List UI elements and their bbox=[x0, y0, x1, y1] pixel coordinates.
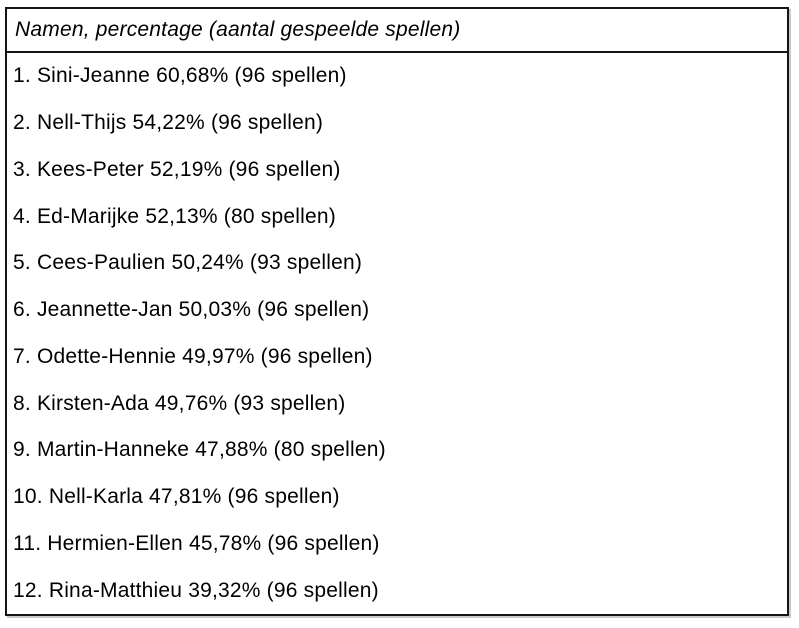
list-item: 9. Martin-Hanneke 47,88% (80 spellen) bbox=[7, 427, 787, 474]
list-item: 4. Ed-Marijke 52,13% (80 spellen) bbox=[7, 193, 787, 240]
list-item-text: 6. Jeannette-Jan 50,03% (96 spellen) bbox=[13, 298, 370, 322]
list-item-text: 3. Kees-Peter 52,19% (96 spellen) bbox=[13, 157, 341, 181]
list-item: 10. Nell-Karla 47,81% (96 spellen) bbox=[7, 474, 787, 521]
list-item: 5. Cees-Paulien 50,24% (93 spellen) bbox=[7, 240, 787, 287]
list-item-text: 2. Nell-Thijs 54,22% (96 spellen) bbox=[13, 111, 324, 135]
table-body: 1. Sini-Jeanne 60,68% (96 spellen) 2. Ne… bbox=[7, 53, 787, 614]
list-item-text: 1. Sini-Jeanne 60,68% (96 spellen) bbox=[13, 64, 347, 88]
table-header-label: Namen, percentage (aantal gespeelde spel… bbox=[15, 18, 461, 41]
list-item-text: 10. Nell-Karla 47,81% (96 spellen) bbox=[13, 485, 340, 509]
list-item-text: 11. Hermien-Ellen 45,78% (96 spellen) bbox=[13, 531, 380, 555]
list-item-text: 12. Rina-Matthieu 39,32% (96 spellen) bbox=[13, 578, 379, 602]
list-item: 11. Hermien-Ellen 45,78% (96 spellen) bbox=[7, 521, 787, 568]
list-item-text: 7. Odette-Hennie 49,97% (96 spellen) bbox=[13, 344, 373, 368]
list-item: 12. Rina-Matthieu 39,32% (96 spellen) bbox=[7, 567, 787, 614]
list-item: 2. Nell-Thijs 54,22% (96 spellen) bbox=[7, 100, 787, 147]
list-item: 1. Sini-Jeanne 60,68% (96 spellen) bbox=[7, 53, 787, 100]
list-item: 6. Jeannette-Jan 50,03% (96 spellen) bbox=[7, 287, 787, 334]
list-item: 8. Kirsten-Ada 49,76% (93 spellen) bbox=[7, 380, 787, 427]
list-item-text: 9. Martin-Hanneke 47,88% (80 spellen) bbox=[13, 438, 386, 462]
list-item-text: 5. Cees-Paulien 50,24% (93 spellen) bbox=[13, 251, 363, 275]
list-item: 3. Kees-Peter 52,19% (96 spellen) bbox=[7, 147, 787, 194]
list-item: 7. Odette-Hennie 49,97% (96 spellen) bbox=[7, 334, 787, 381]
list-item-text: 4. Ed-Marijke 52,13% (80 spellen) bbox=[13, 204, 336, 228]
table-header: Namen, percentage (aantal gespeelde spel… bbox=[7, 9, 787, 53]
list-item-text: 8. Kirsten-Ada 49,76% (93 spellen) bbox=[13, 391, 346, 415]
results-table: Namen, percentage (aantal gespeelde spel… bbox=[5, 7, 789, 616]
